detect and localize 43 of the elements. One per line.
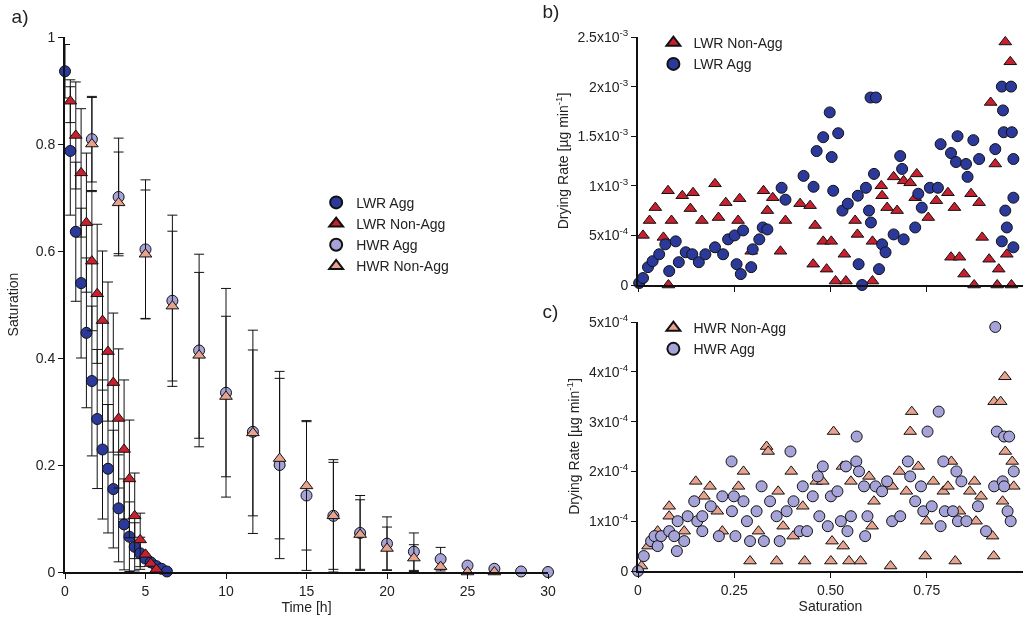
legend-label: HWR Non-Agg xyxy=(693,320,786,337)
chart-title: b) xyxy=(542,0,560,22)
legend-label: LWR Non-Agg xyxy=(356,216,446,233)
legend-label: LWR Agg xyxy=(356,194,415,211)
x-tick-label: 25 xyxy=(459,582,476,599)
y-tick-label: 4x10$^{-4}$ xyxy=(589,361,629,380)
chart-title: a) xyxy=(11,5,29,27)
y-tick-label: 0.6 xyxy=(35,242,56,259)
y-tick-label: 0 xyxy=(620,276,629,293)
x-tick-label: 0.50 xyxy=(816,581,845,598)
y-tick-label: 1 xyxy=(47,28,56,45)
x-tick-label: 10 xyxy=(218,582,234,599)
legend-label: HWR Agg xyxy=(693,341,755,358)
y-tick-label: 0.4 xyxy=(35,349,56,366)
x-tick-label: 20 xyxy=(379,582,395,599)
y-tick-label: 3x10$^{-4}$ xyxy=(589,411,629,430)
y-tick-label: 0 xyxy=(620,562,629,579)
x-tick-label: 0 xyxy=(61,582,70,599)
y-tick-label: 5x10$^{-4}$ xyxy=(589,312,629,330)
x-axis-title: Saturation xyxy=(798,597,863,614)
y-tick-label: 1x10$^{-4}$ xyxy=(589,511,629,530)
x-tick-label: 0.25 xyxy=(720,581,749,598)
y-tick-label: 2.5x10$^{-3}$ xyxy=(577,27,629,45)
y-tick-label: 5x10$^{-4}$ xyxy=(589,225,629,244)
legend-label: LWR Agg xyxy=(693,56,752,73)
y-axis-title: Saturation xyxy=(4,272,21,337)
y-tick-label: 0 xyxy=(47,563,56,580)
y-tick-label: 0.8 xyxy=(35,135,56,152)
chart-title: c) xyxy=(542,301,559,323)
legend-label: LWR Non-Agg xyxy=(693,35,783,52)
y-tick-label: 2x10$^{-4}$ xyxy=(589,461,629,480)
y-tick-label: 2x10$^{-3}$ xyxy=(589,76,629,95)
x-tick-label: 15 xyxy=(298,582,315,599)
x-tick-label: 5 xyxy=(141,582,150,599)
y-tick-label: 0.2 xyxy=(35,456,56,473)
legend-label: HWR Agg xyxy=(356,237,418,254)
x-tick-label: 30 xyxy=(540,582,556,599)
x-axis-title: Time [h] xyxy=(281,598,332,615)
y-tick-label: 1.5x10$^{-3}$ xyxy=(577,126,629,145)
legend-label: HWR Non-Agg xyxy=(356,258,449,275)
x-tick-label: 0.75 xyxy=(913,581,941,598)
y-tick-label: 1x10$^{-3}$ xyxy=(589,175,629,194)
x-tick-label: 0 xyxy=(634,581,643,598)
